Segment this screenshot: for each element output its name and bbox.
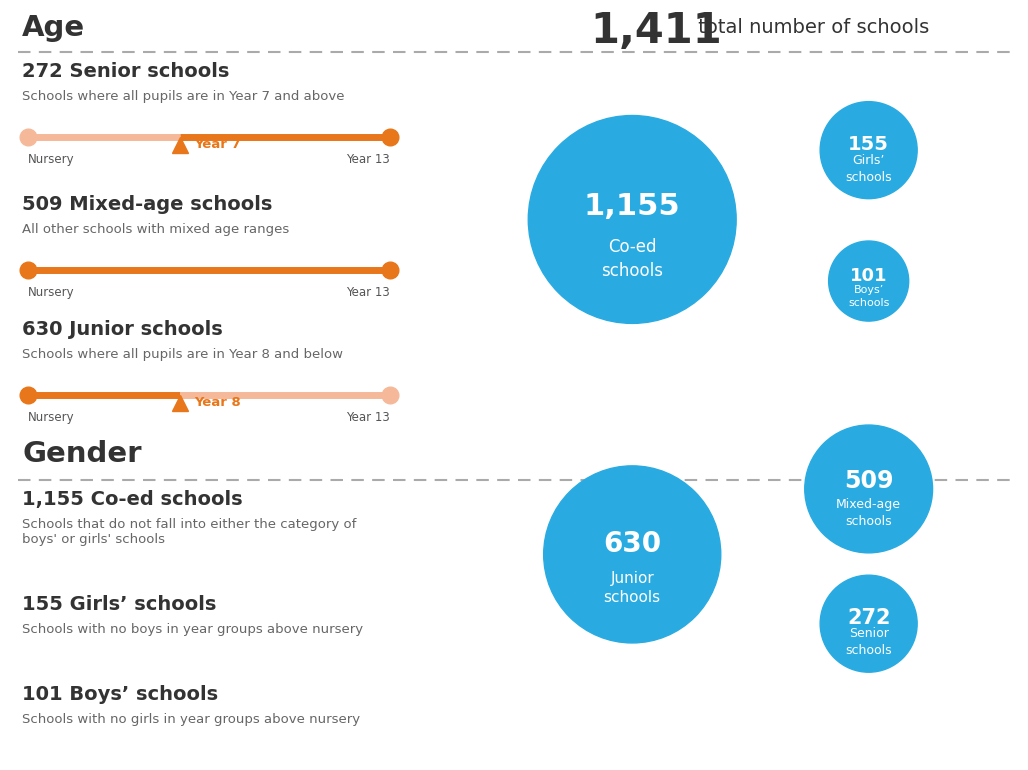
Text: Co-ed
schools: Co-ed schools — [601, 238, 663, 280]
Circle shape — [829, 241, 909, 321]
Text: Boys’
schools: Boys’ schools — [848, 285, 889, 308]
Text: Schools with no boys in year groups above nursery: Schools with no boys in year groups abov… — [22, 623, 363, 636]
Text: Age: Age — [22, 14, 85, 42]
Text: 101: 101 — [850, 267, 887, 285]
Text: Girls’
schools: Girls’ schools — [845, 153, 892, 183]
Text: Year 7: Year 7 — [194, 139, 241, 152]
Text: 630: 630 — [603, 530, 661, 557]
Text: Schools with no girls in year groups above nursery: Schools with no girls in year groups abo… — [22, 713, 360, 726]
Circle shape — [544, 466, 721, 643]
Text: 1,155 Co-ed schools: 1,155 Co-ed schools — [22, 490, 243, 509]
Text: Schools that do not fall into either the category of
boys' or girls' schools: Schools that do not fall into either the… — [22, 518, 357, 546]
Text: 155: 155 — [848, 135, 889, 154]
Circle shape — [528, 116, 736, 323]
Text: 272: 272 — [847, 608, 890, 628]
Circle shape — [820, 575, 917, 672]
Text: Junior
schools: Junior schools — [603, 571, 661, 605]
Text: 101 Boys’ schools: 101 Boys’ schools — [22, 685, 218, 704]
Text: Schools where all pupils are in Year 8 and below: Schools where all pupils are in Year 8 a… — [22, 348, 343, 361]
Text: 509 Mixed-age schools: 509 Mixed-age schools — [22, 195, 272, 214]
Text: Year 13: Year 13 — [346, 153, 390, 166]
Text: Nursery: Nursery — [28, 286, 75, 299]
Text: Mixed-age
schools: Mixed-age schools — [836, 498, 902, 528]
Text: Year 8: Year 8 — [194, 397, 241, 410]
Text: Year 13: Year 13 — [346, 411, 390, 424]
Text: 272 Senior schools: 272 Senior schools — [22, 62, 229, 81]
Text: Nursery: Nursery — [28, 411, 75, 424]
Text: 1,155: 1,155 — [584, 192, 681, 222]
Text: Schools where all pupils are in Year 7 and above: Schools where all pupils are in Year 7 a… — [22, 90, 344, 103]
Text: Year 13: Year 13 — [346, 286, 390, 299]
Text: 155 Girls’ schools: 155 Girls’ schools — [22, 595, 216, 614]
Text: total number of schools: total number of schools — [692, 18, 929, 37]
Text: Senior
schools: Senior schools — [845, 627, 892, 657]
Text: Nursery: Nursery — [28, 153, 75, 166]
Text: Gender: Gender — [22, 440, 142, 468]
Circle shape — [805, 425, 932, 553]
Text: All other schools with mixed age ranges: All other schools with mixed age ranges — [22, 223, 289, 236]
Text: 1,411: 1,411 — [590, 10, 722, 52]
Text: 630 Junior schools: 630 Junior schools — [22, 320, 223, 339]
Text: 509: 509 — [844, 469, 893, 494]
Circle shape — [820, 102, 917, 199]
